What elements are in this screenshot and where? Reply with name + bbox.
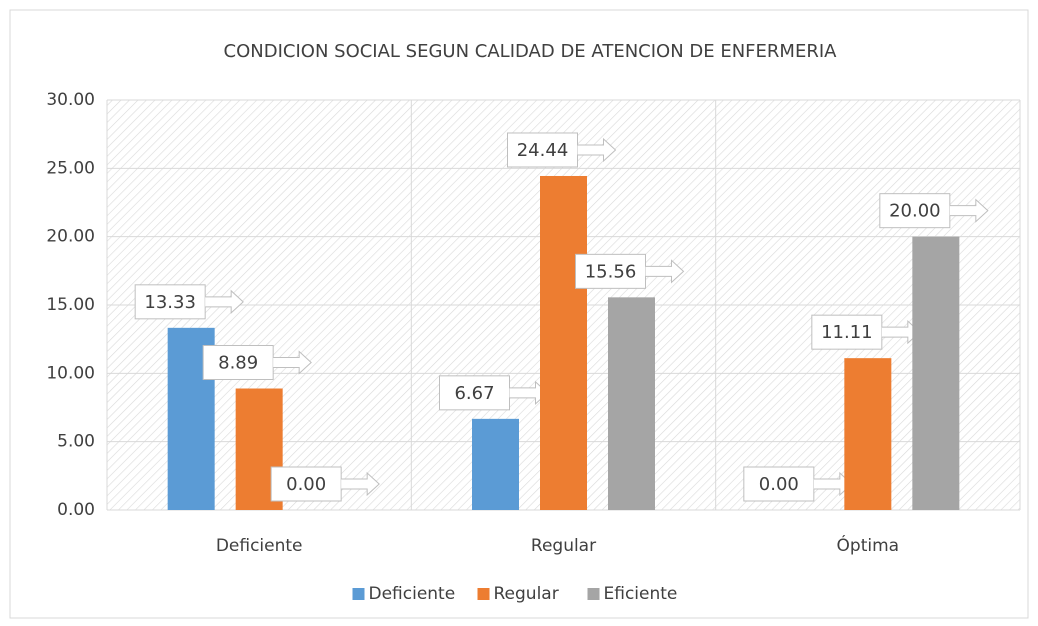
data-label-arrow (341, 471, 380, 497)
bar (844, 358, 892, 510)
data-label: 11.11 (821, 322, 873, 343)
data-label-box (202, 345, 274, 381)
bar (540, 175, 587, 510)
legend-swatch (587, 588, 600, 600)
data-label-box (811, 314, 883, 350)
y-tick-label: 25.00 (46, 158, 95, 178)
data-label: 15.56 (585, 261, 637, 282)
data-label: 0.00 (759, 474, 799, 495)
data-label-arrow (645, 259, 685, 284)
legend-label: Regular (494, 584, 559, 604)
data-label-arrow (577, 137, 617, 163)
data-label-arrow (205, 289, 244, 314)
data-label: 6.67 (454, 383, 494, 404)
legend-label: Eficiente (604, 584, 678, 604)
x-tick-label: Regular (531, 536, 596, 556)
data-label-box (879, 193, 951, 229)
data-label-arrow (273, 350, 312, 375)
bar (608, 297, 655, 510)
data-label-box (507, 132, 578, 168)
y-tick-label: 10.00 (46, 363, 95, 383)
data-label-box (270, 466, 342, 502)
y-tick-label: 5.00 (57, 432, 95, 452)
y-tick-label: 20.00 (46, 227, 95, 247)
chart-title: CONDICION SOCIAL SEGUN CALIDAD DE ATENCI… (224, 41, 838, 62)
y-tick-label: 15.00 (46, 295, 95, 315)
bar (912, 236, 960, 510)
data-label: 8.89 (218, 353, 258, 374)
data-label: 20.00 (889, 201, 941, 222)
data-label: 13.33 (144, 292, 196, 313)
data-label: 0.00 (286, 474, 326, 495)
x-tick-label: Deficiente (216, 536, 303, 556)
data-label-box (575, 253, 646, 289)
data-label: 24.44 (517, 140, 569, 161)
legend-swatch (352, 588, 365, 600)
data-label-arrow (949, 198, 989, 223)
legend-swatch (477, 588, 490, 600)
x-tick-label: Óptima (837, 534, 900, 556)
bar (472, 418, 519, 510)
legend-label: Deficiente (369, 584, 456, 604)
data-label-box (743, 466, 815, 502)
y-tick-label: 0.00 (57, 500, 95, 520)
y-tick-label: 30.00 (46, 90, 95, 110)
